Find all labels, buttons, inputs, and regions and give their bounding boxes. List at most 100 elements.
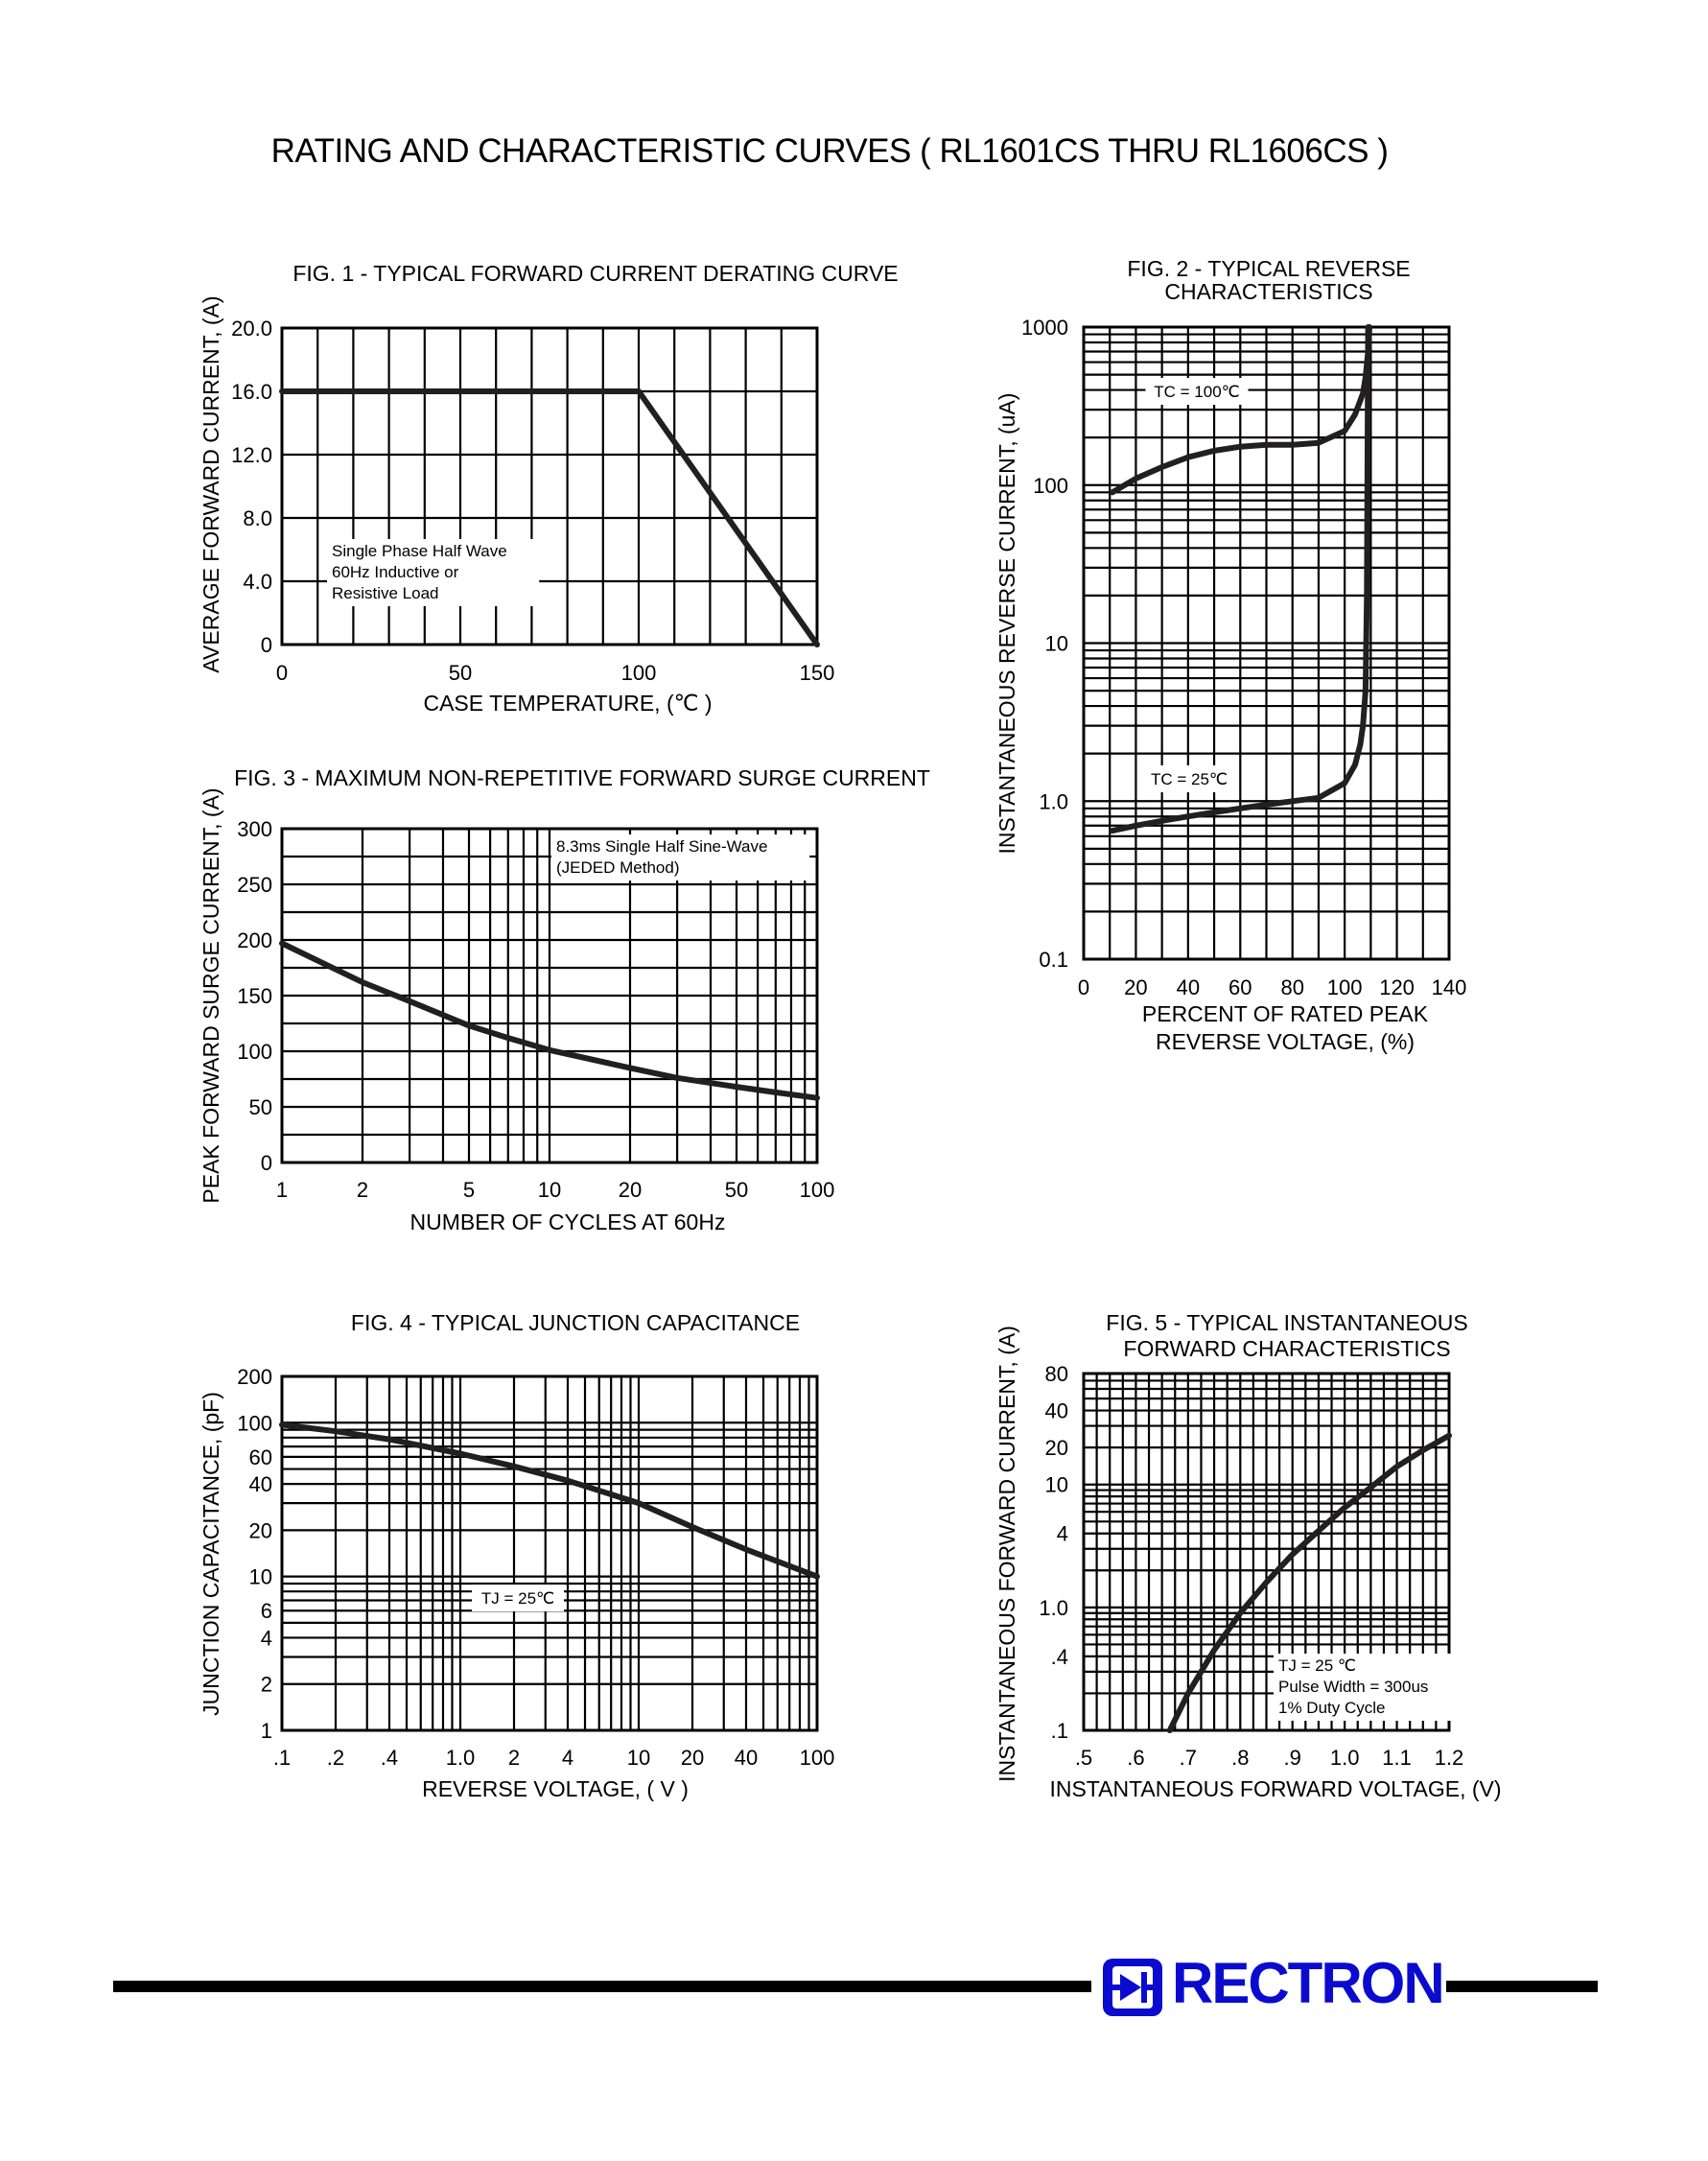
chart-title: FIG. 5 - TYPICAL INSTANTANEOUS <box>1106 1310 1467 1335</box>
series-label-backdrop <box>472 1585 564 1611</box>
y-tick-label: 10 <box>249 1565 272 1589</box>
chart-title: FIG. 4 - TYPICAL JUNCTION CAPACITANCE <box>351 1310 800 1335</box>
chart-1 <box>279 326 820 647</box>
chart-title: FIG. 2 - TYPICAL REVERSE <box>1127 256 1410 281</box>
rectron-logo-icon <box>1103 1959 1162 2016</box>
series-label: TC = 100℃ <box>1154 383 1240 401</box>
y-tick-label: 100 <box>237 1411 272 1435</box>
footer-rule-left <box>113 1981 1091 1992</box>
x-tick-label: 100 <box>621 661 657 685</box>
series-line <box>279 1421 820 1580</box>
y-tick-label: 60 <box>249 1445 272 1469</box>
chart-annotation: 60Hz Inductive or <box>332 563 459 581</box>
y-axis-label: JUNCTION CAPACITANCE, (pF) <box>199 1392 223 1716</box>
chart-annotation: Resistive Load <box>332 584 439 602</box>
x-axis-label: CASE TEMPERATURE, (℃ ) <box>423 691 712 716</box>
series-label: TC = 25℃ <box>1151 770 1228 788</box>
footer-rule-right <box>1446 1981 1598 1992</box>
x-tick-label: 0 <box>1078 975 1089 999</box>
series-label-backdrop <box>1143 765 1235 792</box>
x-tick-label: .7 <box>1180 1746 1197 1770</box>
chart-title: CHARACTERISTICS <box>1164 279 1372 304</box>
y-tick-label: 0.1 <box>1039 948 1068 972</box>
x-tick-label: 60 <box>1228 975 1252 999</box>
plot-frame <box>1082 325 1451 961</box>
series-line <box>279 388 820 647</box>
x-tick-label: 4 <box>562 1746 573 1770</box>
x-tick-label: .6 <box>1127 1746 1144 1770</box>
series-line <box>1109 324 1371 834</box>
x-tick-label: 1.2 <box>1435 1746 1464 1770</box>
y-tick-label: 6 <box>261 1599 272 1623</box>
x-axis-label: PERCENT OF RATED PEAK <box>1142 1001 1429 1026</box>
y-tick-label: 200 <box>237 1365 272 1389</box>
chart-annotation: TJ = 25 ℃ <box>1278 1656 1356 1675</box>
y-tick-label: 12.0 <box>231 443 272 467</box>
chart-4 <box>279 1374 820 1732</box>
x-tick-label: 5 <box>463 1178 475 1202</box>
x-tick-label: 10 <box>627 1746 650 1770</box>
chart-annotation: 1% Duty Cycle <box>1278 1699 1385 1717</box>
x-tick-label: 1 <box>276 1178 288 1202</box>
x-tick-label: 100 <box>800 1178 835 1202</box>
x-tick-label: 2 <box>357 1178 368 1202</box>
plot-frame <box>280 326 819 646</box>
y-tick-label: 250 <box>237 873 272 897</box>
y-tick-label: .4 <box>1051 1645 1068 1669</box>
y-tick-label: 50 <box>249 1095 272 1119</box>
x-tick-label: .8 <box>1231 1746 1249 1770</box>
y-axis-label: INSTANTANEOUS REVERSE CURRENT, (uA) <box>994 393 1019 855</box>
x-tick-label: 1.1 <box>1382 1746 1412 1770</box>
x-axis-label: REVERSE VOLTAGE, (%) <box>1156 1029 1415 1054</box>
x-tick-label: 20 <box>681 1746 704 1770</box>
y-tick-label: 100 <box>237 1040 272 1064</box>
chart-annotation: Single Phase Half Wave <box>332 542 507 560</box>
chart-2 <box>1082 324 1451 961</box>
y-tick-label: 4 <box>261 1626 272 1650</box>
x-tick-label: 1.0 <box>1330 1746 1360 1770</box>
x-tick-label: 40 <box>735 1746 758 1770</box>
y-tick-label: 4 <box>1057 1522 1068 1546</box>
page-title: RATING AND CHARACTERISTIC CURVES ( RL160… <box>270 132 1389 170</box>
x-tick-label: .2 <box>327 1746 344 1770</box>
annotation-backdrop <box>551 834 810 881</box>
y-tick-label: 40 <box>1045 1399 1068 1423</box>
x-tick-label: .5 <box>1075 1746 1092 1770</box>
chart-title: FORWARD CHARACTERISTICS <box>1123 1336 1450 1361</box>
chart-annotation: 8.3ms Single Half Sine-Wave <box>556 837 767 856</box>
annotation-backdrop <box>1274 1654 1459 1721</box>
x-axis-label: REVERSE VOLTAGE, ( V ) <box>422 1776 689 1801</box>
x-tick-label: 80 <box>1280 975 1303 999</box>
x-tick-label: 40 <box>1177 975 1200 999</box>
brand-name: RECTRON <box>1172 1951 1445 2015</box>
x-tick-label: 50 <box>725 1178 748 1202</box>
x-tick-label: 20 <box>1124 975 1147 999</box>
x-tick-label: 100 <box>1327 975 1363 999</box>
chart-5 <box>1082 1372 1459 1733</box>
x-tick-label: 20 <box>619 1178 642 1202</box>
y-tick-label: 4.0 <box>243 570 272 594</box>
x-tick-label: .1 <box>273 1746 291 1770</box>
y-tick-label: 80 <box>1045 1362 1068 1386</box>
x-axis-label: INSTANTANEOUS FORWARD VOLTAGE, (V) <box>1049 1776 1501 1801</box>
plot-frame <box>280 827 819 1164</box>
chart-title: FIG. 1 - TYPICAL FORWARD CURRENT DERATIN… <box>292 261 898 286</box>
y-tick-label: 0 <box>261 1151 272 1175</box>
x-tick-label: 100 <box>800 1746 835 1770</box>
y-tick-label: 8.0 <box>243 506 272 530</box>
y-tick-label: .1 <box>1051 1719 1068 1743</box>
plot-frame <box>280 1374 819 1732</box>
y-tick-label: 1 <box>261 1719 272 1743</box>
y-tick-label: 100 <box>1033 474 1068 498</box>
x-tick-label: 2 <box>508 1746 520 1770</box>
y-tick-label: 20 <box>1045 1436 1068 1460</box>
y-axis-label: AVERAGE FORWARD CURRENT, (A) <box>199 295 223 672</box>
chart-annotation: Pulse Width = 300us <box>1278 1678 1428 1696</box>
y-tick-label: 1.0 <box>1039 1596 1068 1620</box>
series-line <box>1166 1432 1452 1733</box>
y-tick-label: 1.0 <box>1039 789 1068 813</box>
series-label-backdrop <box>1145 378 1249 405</box>
x-tick-label: 0 <box>276 661 288 685</box>
y-tick-label: 200 <box>237 928 272 952</box>
